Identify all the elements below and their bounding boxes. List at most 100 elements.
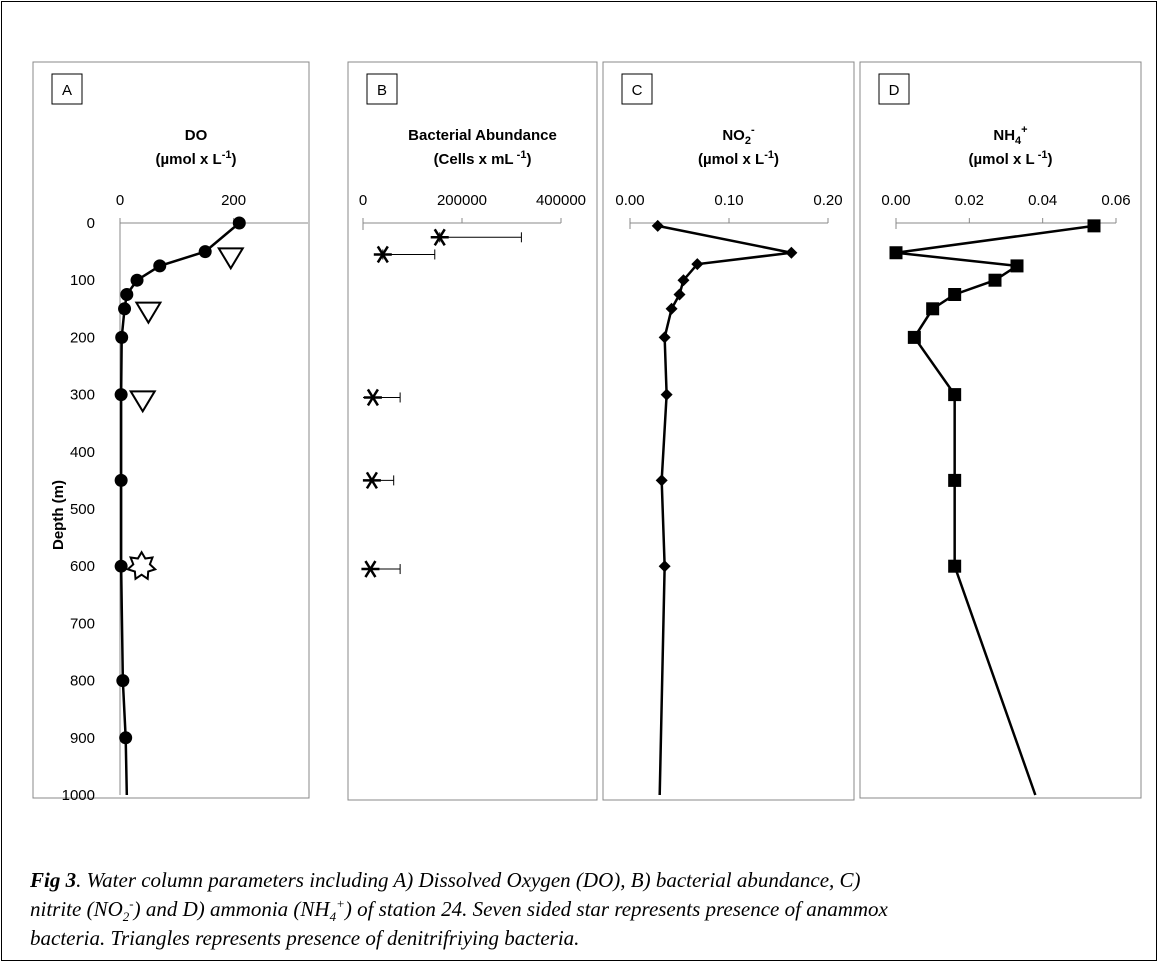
- y-tick-label: 700: [70, 615, 95, 632]
- x-tick-label: 0.20: [813, 192, 842, 209]
- x-tick-label: 0.04: [1028, 192, 1057, 209]
- x-tick-label: 0: [116, 192, 124, 209]
- data-point: [889, 246, 903, 260]
- data-point: [114, 388, 128, 402]
- data-point: [658, 560, 671, 573]
- panel-label-box: [878, 73, 910, 105]
- panel-c: C NO2- (µmol x L-1) 0.00 0.10 0.20: [602, 61, 855, 801]
- caption-text-2a: nitrite (NO: [30, 897, 123, 921]
- asterisk-stroke: [364, 560, 377, 578]
- caption-sup-2b: +: [336, 896, 345, 911]
- panel-b: B Bacterial Abundance (Cells x mL -1) 0 2000…: [347, 61, 598, 801]
- data-point: [373, 245, 392, 264]
- data-point: [658, 331, 671, 344]
- data-point: [948, 559, 962, 573]
- x-tick-label: 400000: [536, 192, 586, 209]
- caption-line-2: nitrite (NO2-) and D) ammonia (NH4+) of …: [30, 895, 1140, 924]
- y-tick-label: 800: [70, 673, 95, 690]
- asterisk-stroke: [365, 471, 378, 490]
- data-point: [948, 473, 962, 487]
- data-point: [1010, 259, 1024, 273]
- panel-title: Bacterial Abundance: [408, 127, 557, 144]
- data-point: [363, 388, 382, 407]
- data-point: [988, 273, 1002, 287]
- data-point: [660, 388, 673, 401]
- data-point: [118, 302, 132, 316]
- panel-label-box: [366, 73, 398, 105]
- y-tick-label: 100: [70, 272, 95, 289]
- data-point: [232, 216, 246, 230]
- x-tick-label: 200000: [437, 192, 487, 209]
- data-point: [115, 330, 129, 344]
- caption-text-1: . Water column parameters including A) D…: [76, 868, 861, 892]
- data-point: [926, 302, 940, 316]
- y-axis-label: Depth (m): [50, 480, 67, 550]
- asterisk-stroke: [433, 228, 446, 246]
- x-tick-label: 0: [359, 192, 367, 209]
- y-tick-label: 1000: [62, 787, 95, 804]
- panel-label-box: [51, 73, 83, 105]
- data-point: [119, 731, 133, 745]
- panel-label: A: [62, 82, 72, 99]
- x-tick-label: 0.10: [714, 192, 743, 209]
- y-tick-label: 200: [70, 329, 95, 346]
- y-tick-label: 400: [70, 444, 95, 461]
- y-tick-label: 500: [70, 501, 95, 518]
- caption-fig-label: Fig 3: [30, 868, 77, 892]
- data-point: [948, 288, 962, 301]
- data-point: [673, 288, 686, 301]
- y-tick-label: 600: [70, 558, 95, 575]
- caption-text-3: bacteria. Triangles represents presence …: [30, 926, 580, 950]
- caption-line-3: bacteria. Triangles represents presence …: [30, 924, 1140, 953]
- data-point: [655, 474, 668, 487]
- data-point: [198, 245, 212, 259]
- x-tick-label: 0.00: [615, 192, 644, 209]
- x-tick-label: 0.00: [881, 192, 910, 209]
- data-point: [948, 388, 962, 402]
- panel-a: A DO (µmol x L-1) 0 200 0 100 200 300 400 500 600 70…: [32, 61, 310, 804]
- data-point: [153, 259, 167, 273]
- y-tick-label: 900: [70, 730, 95, 747]
- panel-label: C: [632, 82, 643, 99]
- panel-label: B: [377, 82, 387, 99]
- caption-text-2c: ) of station 24. Seven sided star repres…: [344, 897, 888, 921]
- panel-unit-title: (µmol x L-1): [156, 149, 237, 168]
- caption-sup-2a: -: [129, 896, 134, 911]
- denitrifier-triangle: [134, 301, 163, 325]
- caption-sub-2a: 2: [122, 909, 130, 925]
- panel-title: DO: [185, 127, 208, 144]
- denitrifier-triangle: [128, 390, 157, 414]
- panel-border: [602, 61, 855, 801]
- panel-border: [859, 61, 1142, 799]
- caption-text-2b: ) and D) ammonia (NH: [133, 897, 330, 921]
- figure-caption: Fig 3. Water column parameters including…: [30, 866, 1140, 953]
- x-tick-label: 0.06: [1101, 192, 1130, 209]
- caption-line-1: Fig 3. Water column parameters including…: [30, 866, 1140, 895]
- panel-unit-title: (µmol x L-1): [698, 149, 779, 168]
- panel-unit-title: (µmol x L -1): [969, 149, 1053, 168]
- y-tick-label: 300: [70, 387, 95, 404]
- denitrifier-triangle: [216, 247, 245, 271]
- panel-label: D: [889, 82, 900, 99]
- data-point: [430, 228, 449, 246]
- panel-unit-title: (Cells x mL -1): [434, 149, 532, 168]
- data-point: [361, 560, 380, 578]
- caption-sub-2b: 4: [329, 909, 337, 925]
- x-tick-label: 200: [221, 192, 246, 209]
- data-point: [1087, 219, 1101, 233]
- data-point: [120, 288, 134, 301]
- panel-title: NO2-: [722, 124, 755, 147]
- y-tick-label: 0: [87, 215, 95, 232]
- anammox-star: [125, 550, 158, 581]
- panel-border: [347, 61, 598, 801]
- data-point: [665, 302, 678, 315]
- data-point: [907, 330, 921, 344]
- panel-label-box: [621, 73, 653, 105]
- data-point: [691, 258, 704, 271]
- asterisk-stroke: [376, 245, 389, 264]
- data-point: [677, 274, 690, 287]
- data-point: [114, 473, 128, 487]
